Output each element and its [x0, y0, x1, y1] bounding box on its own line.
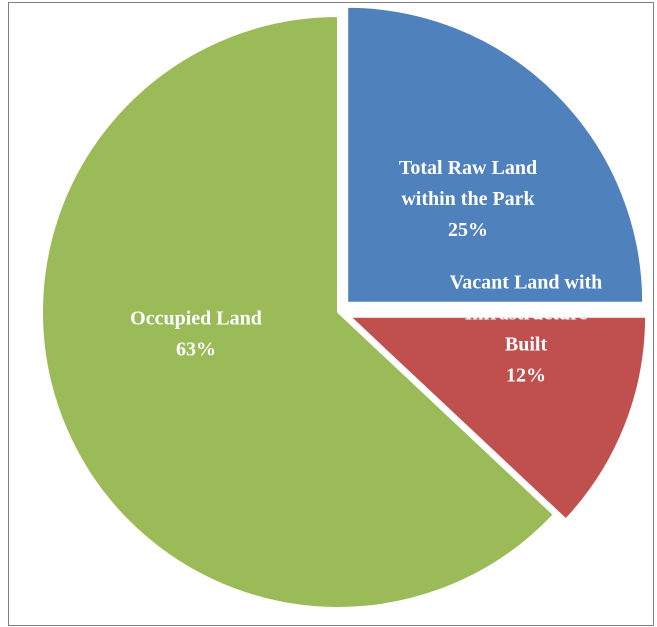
pie-labels: Total Raw Land within the Park 25% Vacant L…: [130, 157, 602, 387]
slice-category-label: within the Park: [401, 188, 535, 210]
slice-category-label: Built: [505, 334, 548, 356]
slice-category-label: Vacant Land with: [450, 272, 603, 294]
pie-slice-1: [347, 315, 648, 521]
slice-category-label: Occupied Land: [130, 308, 262, 330]
slice-label-0: Total Raw Land within the Park 25%: [399, 157, 537, 241]
pie-slices: [41, 5, 648, 609]
slice-category-label: Infrastructure: [465, 303, 588, 325]
slice-value-label: 63%: [176, 339, 216, 361]
slice-value-label: 12%: [506, 365, 546, 387]
slice-label-1: Vacant Land with Infrastructure Built 12%: [450, 272, 603, 387]
slice-label-2: Occupied Land 63%: [130, 308, 262, 361]
pie-slice-2: [41, 14, 556, 609]
pie-slice-0: [346, 5, 645, 304]
slice-category-label: Total Raw Land: [399, 157, 537, 179]
slice-value-label: 25%: [448, 219, 488, 241]
